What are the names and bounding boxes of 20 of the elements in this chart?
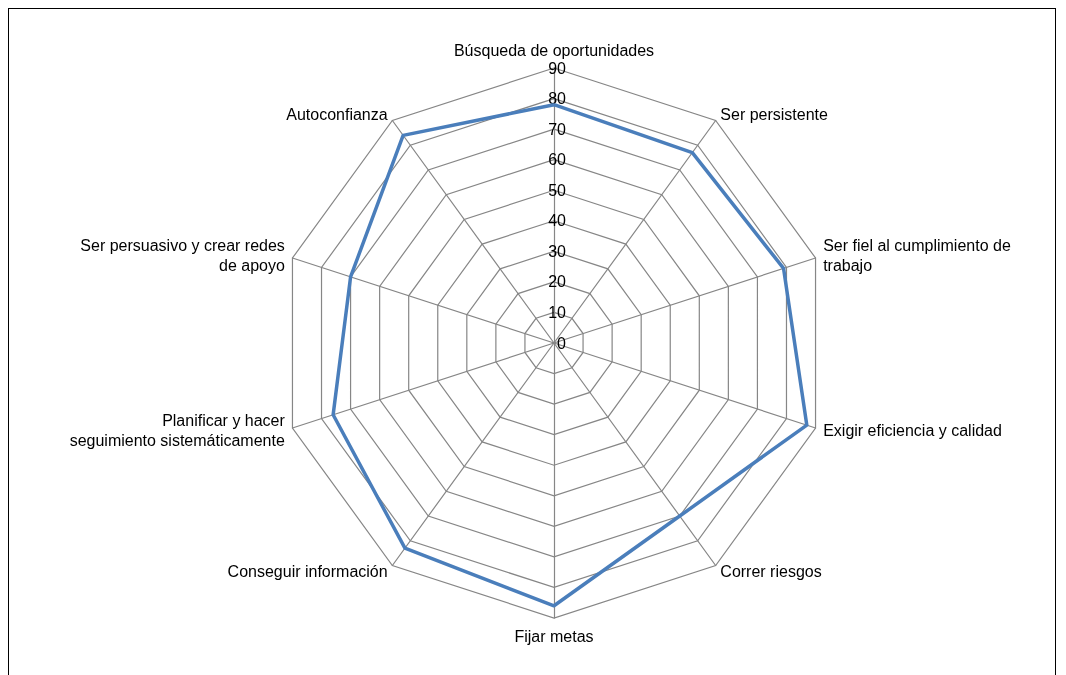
spoke-label: Búsqueda de oportunidades [453, 41, 655, 59]
spoke-label: Ser persistente [720, 105, 829, 123]
spoke-label: Planificar y hacer seguimiento sistemáticamente [69, 411, 286, 449]
spoke-label: Fijar metas [514, 627, 594, 645]
y-tick-label: 90 [548, 59, 567, 77]
spoke-label: Correr riesgos [720, 563, 822, 581]
y-tick-label: 80 [548, 90, 567, 108]
spoke-label: Conseguir información [227, 563, 388, 581]
y-tick-label: 60 [548, 151, 567, 169]
y-tick-label: 40 [548, 212, 567, 230]
y-tick-label: 0 [557, 334, 567, 352]
spoke-label: Autoconfianza [286, 105, 388, 123]
spoke-label: Exigir eficiencia y calidad [823, 421, 1002, 439]
y-tick-label: 30 [548, 242, 567, 260]
spoke-label: Ser persuasivo y crear redes de apoyo [80, 237, 285, 275]
y-tick-label: 10 [548, 303, 567, 321]
y-tick-label: 70 [548, 120, 567, 138]
y-tick-label: 50 [548, 181, 567, 199]
spoke-label: Ser fiel al cumplimiento de trabajo [823, 237, 1011, 275]
y-tick-label: 20 [548, 273, 567, 291]
